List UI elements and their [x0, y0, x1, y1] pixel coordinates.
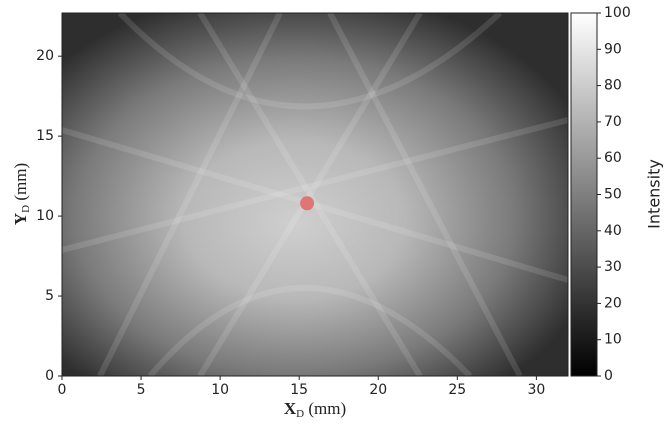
x-tick-label: 10: [211, 382, 229, 398]
y-tick-label: 0: [45, 368, 54, 384]
colorbar-tick-label: 100: [604, 5, 631, 21]
colorbar-tick-label: 0: [604, 368, 613, 384]
x-tick-label: 25: [448, 382, 466, 398]
colorbar-tick-label: 30: [604, 259, 622, 275]
colorbar-tick-label: 10: [604, 332, 622, 348]
y-tick-label: 5: [45, 288, 54, 304]
y-axis-label: YD (mm): [11, 163, 32, 225]
x-axis-label: XD (mm): [284, 399, 346, 420]
pattern-image: [61, 12, 569, 377]
colorbar-label: Intensity: [645, 159, 664, 229]
x-tick-label: 15: [290, 382, 308, 398]
colorbar-tick-label: 70: [604, 114, 622, 130]
x-tick-label: 5: [137, 382, 146, 398]
y-tick-label: 10: [36, 208, 54, 224]
colorbar-tick-label: 60: [604, 150, 622, 166]
y-tick-label: 15: [36, 128, 54, 144]
colorbar-tick-label: 50: [604, 187, 622, 203]
colorbar: [570, 12, 598, 377]
y-tick-label: 20: [36, 48, 54, 64]
x-tick-label: 30: [527, 382, 545, 398]
colorbar-tick-label: 90: [604, 41, 622, 57]
x-tick-label: 20: [369, 382, 387, 398]
colorbar-tick-label: 80: [604, 78, 622, 94]
x-tick-label: 0: [58, 382, 67, 398]
point: [300, 196, 315, 211]
colorbar-tick-label: 40: [604, 223, 622, 239]
colorbar-tick-label: 20: [604, 295, 622, 311]
